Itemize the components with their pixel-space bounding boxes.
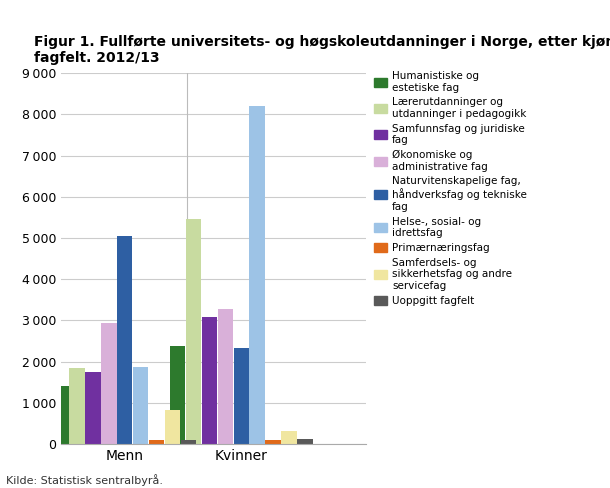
Bar — [218, 308, 232, 444]
Bar — [117, 236, 132, 444]
Bar — [298, 439, 312, 444]
Bar — [134, 366, 148, 444]
Bar — [265, 440, 281, 444]
Bar — [281, 431, 296, 444]
Bar — [234, 347, 249, 444]
Bar — [70, 368, 85, 444]
Bar — [170, 346, 185, 444]
Bar — [54, 386, 68, 444]
Legend: Humanistiske og
estetiske fag, Lærerutdanninger og
utdanninger i pedagogikk, Sam: Humanistiske og estetiske fag, Lærerutda… — [375, 71, 527, 306]
Text: Kilde: Statistisk sentralbyrå.: Kilde: Statistisk sentralbyrå. — [6, 474, 163, 486]
Bar — [185, 220, 201, 444]
Bar — [85, 371, 101, 444]
Bar — [101, 324, 117, 444]
Bar — [149, 440, 165, 444]
Bar — [201, 317, 217, 444]
Text: Figur 1. Fullførte universitets- og høgskoleutdanninger i Norge, etter kjønn og
: Figur 1. Fullførte universitets- og høgs… — [34, 35, 610, 65]
Bar — [181, 440, 196, 444]
Bar — [165, 410, 181, 444]
Bar — [249, 106, 265, 444]
